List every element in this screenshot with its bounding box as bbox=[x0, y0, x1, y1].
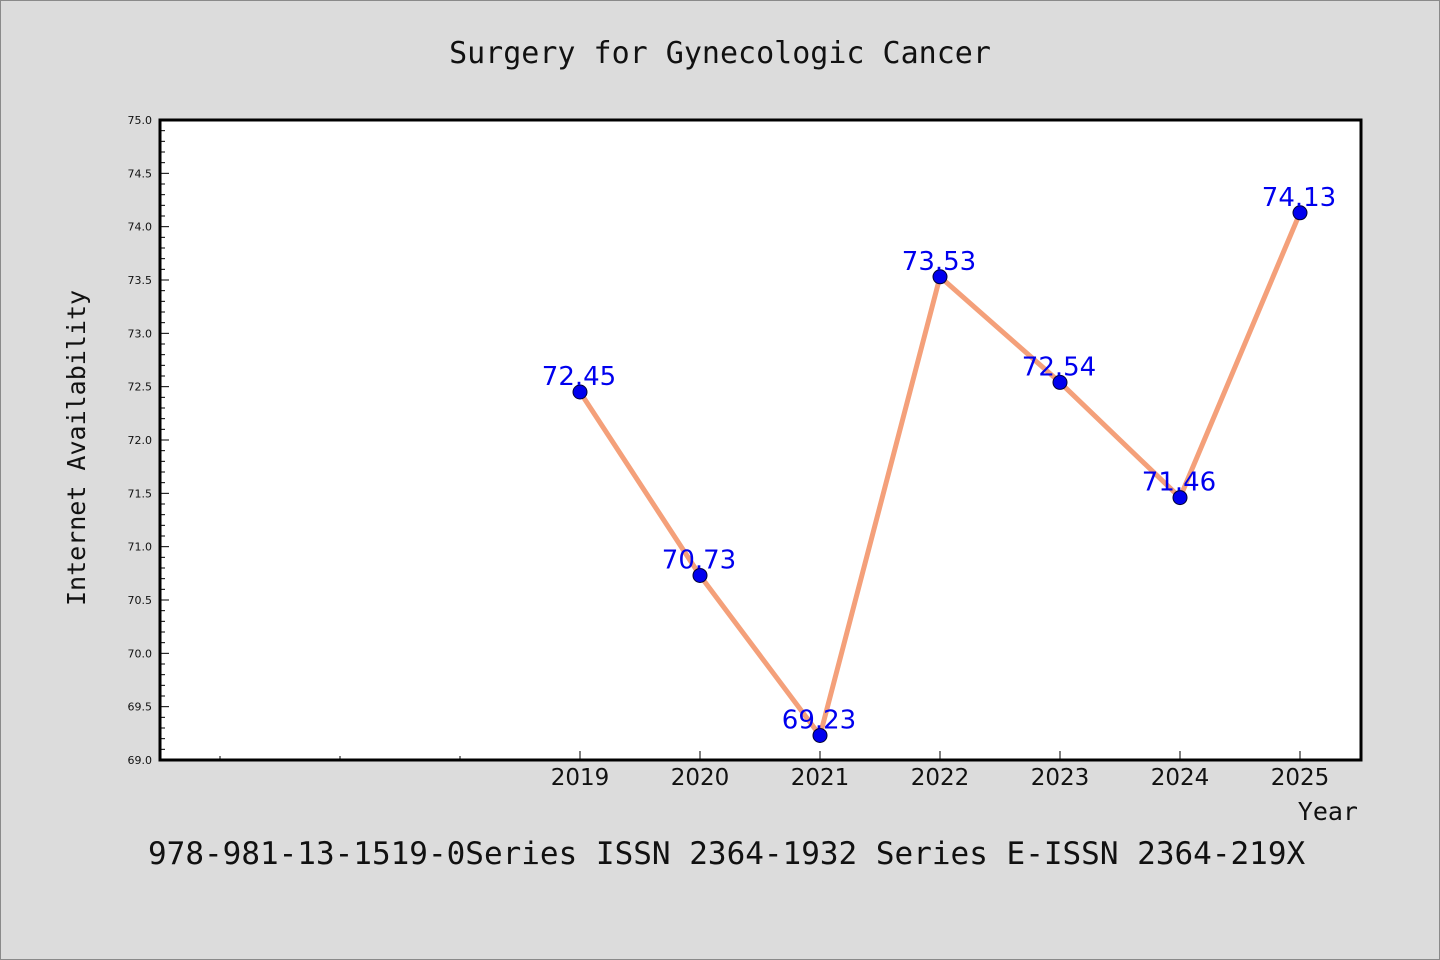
footer-text: 978-981-13-1519-0Series ISSN 2364-1932 S… bbox=[148, 836, 1305, 872]
data-point-marker bbox=[932, 269, 948, 285]
y-tick-label: 75.0 bbox=[128, 114, 153, 127]
y-tick-label: 71.5 bbox=[128, 487, 153, 500]
y-tick-label: 70.0 bbox=[128, 647, 153, 660]
x-tick-label: 2022 bbox=[911, 765, 970, 791]
data-point-marker bbox=[572, 384, 588, 400]
data-label: 69.23 bbox=[782, 705, 856, 735]
data-point-marker bbox=[1292, 205, 1308, 221]
marker-group bbox=[572, 205, 1308, 743]
y-axis-label: Internet Availability bbox=[62, 290, 91, 606]
data-label: 72.45 bbox=[542, 362, 616, 392]
x-tick-label: 2020 bbox=[671, 765, 730, 791]
x-axis-label: Year bbox=[1298, 797, 1358, 826]
data-label: 74.13 bbox=[1262, 183, 1336, 213]
y-tick-label: 69.0 bbox=[128, 754, 153, 767]
y-tick-label: 74.5 bbox=[128, 167, 153, 180]
data-label: 72.54 bbox=[1022, 352, 1096, 382]
plot-area bbox=[158, 118, 1363, 762]
y-tick-label: 70.5 bbox=[128, 594, 153, 607]
x-axis: 2019 2020 2021 2022 2023 2024 2025 bbox=[219, 751, 1330, 791]
y-tick-label: 69.5 bbox=[128, 701, 153, 714]
chart-title: Surgery for Gynecologic Cancer bbox=[449, 36, 991, 71]
y-tick-label: 72.5 bbox=[128, 381, 153, 394]
data-label: 71.46 bbox=[1142, 468, 1216, 498]
x-tick-label: 2019 bbox=[551, 765, 610, 791]
data-point-marker bbox=[1052, 374, 1068, 390]
x-tick-label: 2024 bbox=[1151, 765, 1210, 791]
data-point-marker bbox=[692, 567, 708, 583]
y-tick-label: 71.0 bbox=[128, 541, 153, 554]
x-tick-label: 2023 bbox=[1031, 765, 1090, 791]
y-tick-label: 73.0 bbox=[128, 327, 153, 340]
data-label: 73.53 bbox=[902, 247, 976, 277]
y-tick-label: 72.0 bbox=[128, 434, 153, 447]
x-tick-label: 2021 bbox=[791, 765, 850, 791]
data-point-marker bbox=[812, 727, 828, 743]
x-tick-label: 2025 bbox=[1271, 765, 1330, 791]
data-label-group: 72.45 70.73 69.23 73.53 72.54 71.46 74.13 bbox=[542, 183, 1336, 736]
data-point-marker bbox=[1172, 490, 1188, 506]
y-axis: 69.0 69.5 70.0 70.5 71.0 71.5 72.0 72.5 73.0 73.5… bbox=[128, 114, 169, 767]
y-tick-label: 74.0 bbox=[128, 221, 153, 234]
data-label: 70.73 bbox=[662, 545, 736, 575]
y-tick-label: 73.5 bbox=[128, 274, 153, 287]
